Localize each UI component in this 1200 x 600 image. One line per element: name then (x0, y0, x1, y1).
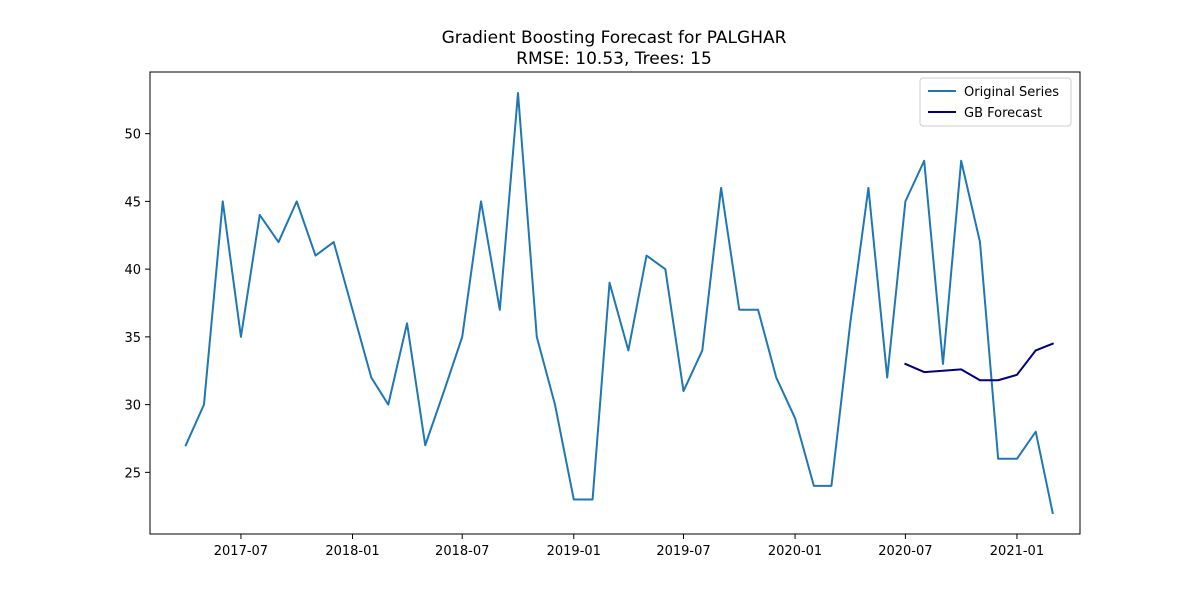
x-tick-label: 2018-07 (435, 544, 489, 559)
plot-area (184, 92, 1055, 515)
legend-box (919, 77, 1072, 127)
x-tick-label: 2019-01 (547, 544, 601, 559)
x-tick-label: 2021-01 (990, 544, 1044, 559)
x-tick-label: 2020-01 (768, 544, 822, 559)
axes-frame (149, 71, 1081, 535)
chart-subtitle: RMSE: 10.53, Trees: 15 (516, 49, 712, 69)
y-tick-label: 45 (124, 195, 141, 210)
y-tick-label: 25 (124, 466, 141, 481)
axes: 2017-07 2018-01 2018-07 2019-01 2019-07 2020-… (124, 71, 1081, 559)
legend-label-0: Original Series (964, 85, 1059, 100)
y-tick-label: 50 (124, 128, 141, 143)
legend-label-1: GB Forecast (964, 106, 1042, 121)
series-line-1 (904, 342, 1055, 382)
y-tick-label: 35 (124, 331, 141, 346)
y-tick-label: 30 (124, 399, 141, 414)
y-tick-label: 40 (124, 263, 141, 278)
series-line-0 (184, 92, 1054, 515)
x-tick-label: 2018-01 (325, 544, 379, 559)
x-tick-label: 2020-07 (878, 544, 932, 559)
x-tick-label: 2019-07 (656, 544, 710, 559)
chart-title: Gradient Boosting Forecast for PALGHAR (442, 28, 787, 48)
x-tick-label: 2017-07 (214, 544, 268, 559)
legend: Original Series GB Forecast (919, 77, 1072, 127)
